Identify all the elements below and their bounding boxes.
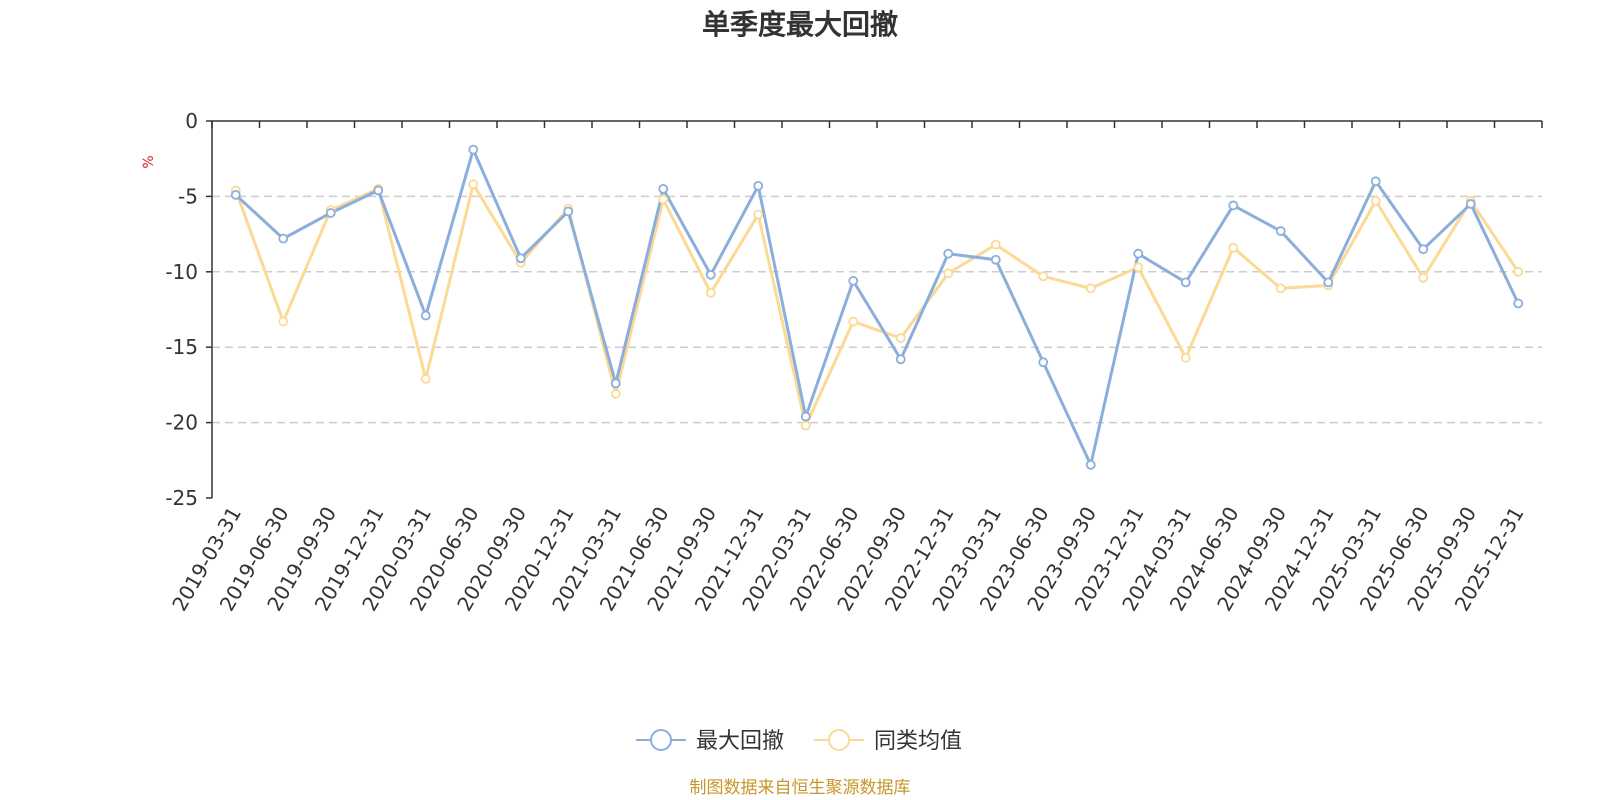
data-point-series-2[interactable] <box>800 420 811 431</box>
data-point-series-2[interactable] <box>1275 283 1286 294</box>
data-point-series-1[interactable] <box>1038 357 1049 368</box>
data-point-series-2[interactable] <box>610 389 621 399</box>
data-point-series-2[interactable] <box>1370 196 1381 206</box>
axes: 0-5-10-15-20-252019-03-312019-06-302019-… <box>165 109 1543 615</box>
data-point-series-1[interactable] <box>990 254 1001 265</box>
legend-item-series-2[interactable]: 同类均值 <box>814 729 962 754</box>
data-point-series-1[interactable] <box>230 189 241 200</box>
data-point-series-1[interactable] <box>1465 199 1476 209</box>
data-point-series-1[interactable] <box>800 411 811 422</box>
data-point-series-2[interactable] <box>1228 242 1239 253</box>
data-point-series-2[interactable] <box>943 268 954 279</box>
data-point-series-1[interactable] <box>373 185 384 196</box>
data-point-series-2[interactable] <box>1038 271 1049 282</box>
data-point-series-1[interactable] <box>658 183 669 194</box>
legend-marker-series-1 <box>650 729 672 751</box>
data-point-series-2[interactable] <box>278 316 289 327</box>
data-point-series-1[interactable] <box>848 275 859 286</box>
data-source-note: 制图数据来自恒生聚源数据库 <box>690 778 911 798</box>
data-point-series-1[interactable] <box>563 206 574 217</box>
data-point-series-2[interactable] <box>420 373 431 384</box>
legend-label-series-2: 同类均值 <box>874 729 962 754</box>
y-tick-label: -15 <box>165 335 198 359</box>
series-lines <box>230 144 1524 470</box>
data-point-series-2[interactable] <box>753 209 764 220</box>
data-point-series-2[interactable] <box>990 239 1001 250</box>
grid-lines <box>212 195 1542 424</box>
series-line-2 <box>234 182 1520 428</box>
series-line-1 <box>234 148 1520 467</box>
data-point-series-1[interactable] <box>943 248 954 259</box>
legend[interactable]: 最大回撤 同类均值 <box>636 729 962 754</box>
y-tick-label: -25 <box>165 486 198 510</box>
legend-item-series-1[interactable]: 最大回撤 <box>636 729 784 754</box>
y-tick-label: 0 <box>185 109 198 133</box>
data-point-series-2[interactable] <box>705 288 716 298</box>
data-point-series-2[interactable] <box>1085 283 1096 294</box>
data-point-series-1[interactable] <box>1180 277 1191 288</box>
data-point-series-2[interactable] <box>848 316 859 327</box>
data-point-series-1[interactable] <box>705 269 716 280</box>
y-tick-label: -20 <box>165 411 198 435</box>
data-point-series-2[interactable] <box>1418 272 1429 283</box>
data-point-series-1[interactable] <box>1228 200 1239 211</box>
data-point-series-2[interactable] <box>658 194 669 205</box>
y-tick-label: -10 <box>165 260 198 284</box>
data-point-series-1[interactable] <box>1085 459 1096 470</box>
data-point-series-2[interactable] <box>1133 262 1144 273</box>
data-point-series-1[interactable] <box>325 208 336 218</box>
data-point-series-1[interactable] <box>1513 298 1524 309</box>
legend-label-series-1: 最大回撤 <box>696 729 784 754</box>
data-point-series-1[interactable] <box>1323 277 1334 288</box>
data-point-series-1[interactable] <box>468 144 479 155</box>
data-point-series-1[interactable] <box>1370 176 1381 187</box>
data-point-series-2[interactable] <box>895 333 906 344</box>
data-point-series-1[interactable] <box>753 180 764 191</box>
legend-marker-series-2 <box>828 729 850 751</box>
data-point-series-2[interactable] <box>1513 266 1524 277</box>
data-point-series-1[interactable] <box>1275 226 1286 236</box>
data-point-series-1[interactable] <box>515 253 526 264</box>
y-axis-unit: % <box>141 155 157 168</box>
data-point-series-1[interactable] <box>1418 244 1429 255</box>
data-point-series-2[interactable] <box>1180 352 1191 363</box>
data-point-series-1[interactable] <box>278 233 289 244</box>
data-point-series-1[interactable] <box>895 354 906 365</box>
data-point-series-1[interactable] <box>610 378 621 389</box>
data-point-series-1[interactable] <box>420 310 431 321</box>
y-tick-label: -5 <box>178 184 198 208</box>
chart-title: 单季度最大回撤 <box>702 8 898 41</box>
data-point-series-2[interactable] <box>468 179 479 190</box>
data-point-series-1[interactable] <box>1133 248 1144 259</box>
